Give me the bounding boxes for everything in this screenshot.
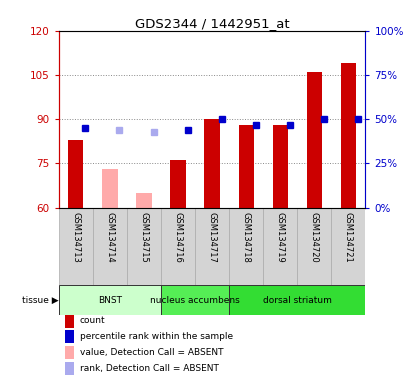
- Text: BNST: BNST: [98, 296, 122, 305]
- Bar: [195, 208, 229, 285]
- Text: GSM134717: GSM134717: [207, 212, 217, 262]
- Bar: [229, 208, 263, 285]
- Text: nucleus accumbens: nucleus accumbens: [150, 296, 240, 305]
- Text: dorsal striatum: dorsal striatum: [263, 296, 332, 305]
- Bar: [331, 208, 365, 285]
- Bar: [102, 169, 118, 208]
- Bar: [161, 208, 195, 285]
- Text: tissue ▶: tissue ▶: [22, 296, 59, 305]
- Bar: [307, 72, 322, 208]
- Bar: [239, 125, 254, 208]
- Text: GSM134719: GSM134719: [276, 212, 285, 262]
- Text: percentile rank within the sample: percentile rank within the sample: [80, 332, 233, 341]
- Text: GSM134721: GSM134721: [344, 212, 353, 262]
- Bar: [65, 314, 73, 328]
- Bar: [273, 125, 288, 208]
- Text: value, Detection Call = ABSENT: value, Detection Call = ABSENT: [80, 348, 223, 357]
- Bar: [93, 208, 127, 285]
- Bar: [297, 208, 331, 285]
- Bar: [341, 63, 356, 208]
- Bar: [59, 208, 93, 285]
- Text: GSM134716: GSM134716: [173, 212, 183, 262]
- Bar: [127, 208, 161, 285]
- Text: rank, Detection Call = ABSENT: rank, Detection Call = ABSENT: [80, 364, 218, 373]
- Bar: [59, 285, 161, 316]
- Bar: [65, 330, 73, 343]
- Title: GDS2344 / 1442951_at: GDS2344 / 1442951_at: [135, 17, 289, 30]
- Text: GSM134714: GSM134714: [105, 212, 114, 262]
- Bar: [65, 362, 73, 375]
- Bar: [136, 193, 152, 208]
- Bar: [65, 346, 73, 359]
- Text: GSM134713: GSM134713: [71, 212, 80, 262]
- Bar: [205, 119, 220, 208]
- Text: GSM134718: GSM134718: [241, 212, 251, 262]
- Text: GSM134720: GSM134720: [310, 212, 319, 262]
- Bar: [161, 285, 229, 316]
- Bar: [171, 161, 186, 208]
- Text: count: count: [80, 316, 105, 326]
- Text: GSM134715: GSM134715: [139, 212, 148, 262]
- Bar: [68, 140, 84, 208]
- Bar: [263, 208, 297, 285]
- Bar: [229, 285, 365, 316]
